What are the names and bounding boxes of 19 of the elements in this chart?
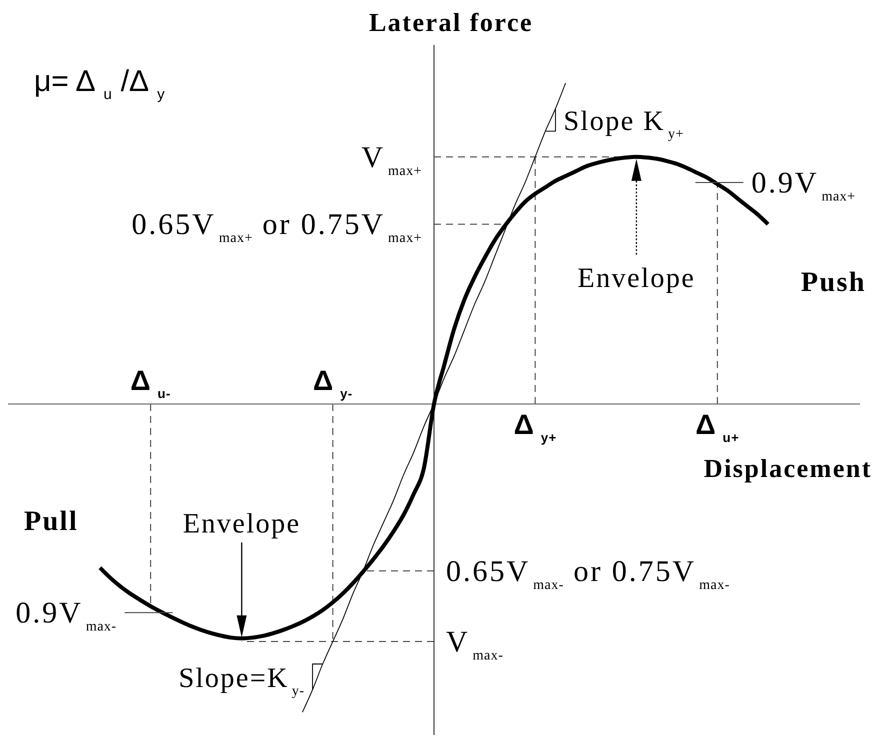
annotation: Envelope	[182, 508, 301, 540]
legend-label: Slope K$_{y+}$	[563, 106, 684, 142]
x-tick-label: Δ$_{u-}$	[130, 365, 171, 401]
annotation: Envelope	[578, 262, 696, 294]
y-axis-title: Lateral force	[368, 8, 534, 37]
ref-line-label: 0.65V$_{max-}$ or 0.75V$_{max-}$	[446, 554, 730, 593]
annotation: 0.9V$_{max-}$	[16, 596, 117, 635]
ref-line-label: V$_{max-}$	[446, 626, 504, 664]
x-tick-label: Δ$_{u+}$	[696, 409, 740, 445]
x-axis-title: Displacement	[704, 454, 872, 483]
annotation: μ= Δ$_{u}$ /Δ$_{y}$	[34, 65, 166, 103]
x-tick-label: Δ$_{y+}$	[514, 409, 557, 445]
text: Push	[800, 267, 866, 298]
annotation: 0.9V$_{max+}$	[751, 166, 856, 205]
text: Pull	[24, 506, 78, 537]
ref-line-label: 0.65V$_{max+}$ or 0.75V$_{max+}$	[132, 208, 422, 246]
x-tick-label: Δ$_{y-}$	[312, 365, 353, 401]
ref-line-label: V$_{max+}$	[361, 140, 422, 179]
series-label: Slope=K$_{y-}$	[178, 662, 305, 699]
